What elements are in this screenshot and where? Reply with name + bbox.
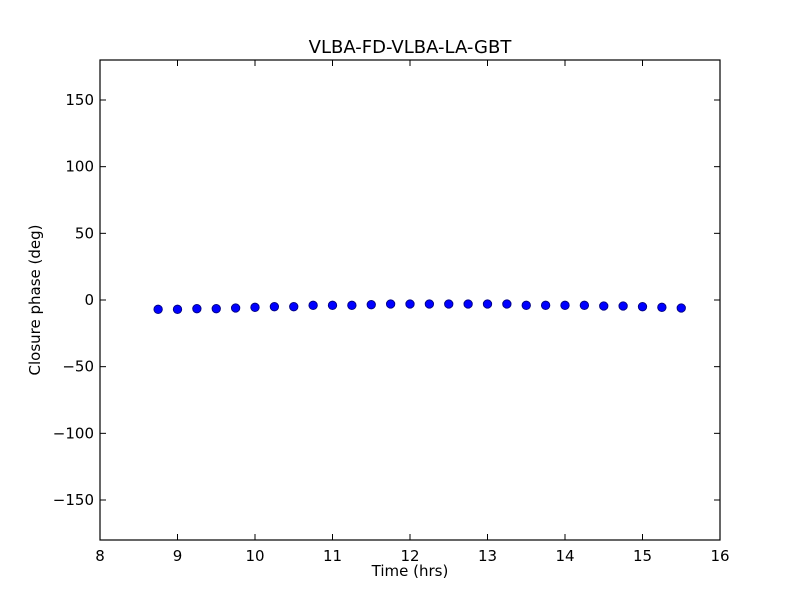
data-point <box>599 301 609 311</box>
data-point <box>385 299 396 309</box>
x-tick-label: 10 <box>245 547 264 565</box>
data-point <box>327 300 338 310</box>
y-tick-label: −150 <box>53 491 94 509</box>
data-point <box>502 299 512 309</box>
x-axis-label: Time (hrs) <box>371 562 449 580</box>
data-point <box>618 301 628 311</box>
chart-title: VLBA-FD-VLBA-LA-GBT <box>309 37 513 58</box>
data-point <box>192 304 202 314</box>
x-tick-label: 11 <box>323 547 342 565</box>
data-point <box>540 300 551 310</box>
data-point <box>676 303 686 313</box>
data-point <box>308 300 318 310</box>
y-tick-label: 50 <box>75 224 94 242</box>
data-point <box>482 299 493 309</box>
data-point <box>444 299 454 309</box>
data-point <box>230 303 241 313</box>
y-tick-label: −100 <box>53 424 94 442</box>
x-tick-label: 13 <box>478 547 497 565</box>
data-point <box>172 304 183 314</box>
data-point <box>521 300 531 310</box>
plot-area: 8 9 10 11 12 13 14 15 16 −150 −100 −50 0 50 100 150 <box>53 59 730 565</box>
axes-frame <box>99 59 721 541</box>
x-tick-label: 15 <box>633 547 652 565</box>
data-point <box>424 299 435 309</box>
data-point <box>269 302 280 312</box>
data-point <box>637 302 648 312</box>
y-tick-label: −50 <box>62 358 94 376</box>
data-point <box>560 300 570 310</box>
x-tick-label: 12 <box>400 547 419 565</box>
x-tick-label: 9 <box>173 547 183 565</box>
data-point <box>250 302 260 312</box>
data-point <box>153 304 163 314</box>
data-point <box>211 304 221 314</box>
x-tick-label: 16 <box>710 547 729 565</box>
data-point <box>347 300 357 310</box>
x-tick-label: 8 <box>95 547 105 565</box>
data-point <box>366 300 376 310</box>
y-axis-label: Closure phase (deg) <box>26 225 44 376</box>
x-tick-label: 14 <box>555 547 574 565</box>
y-tick-label: 0 <box>84 291 94 309</box>
y-tick-label: 100 <box>65 158 94 176</box>
data-point <box>463 299 473 309</box>
data-point <box>657 302 667 312</box>
y-tick-label: 150 <box>65 91 94 109</box>
data-point <box>579 300 590 310</box>
data-point <box>405 299 415 309</box>
data-point <box>289 302 299 312</box>
